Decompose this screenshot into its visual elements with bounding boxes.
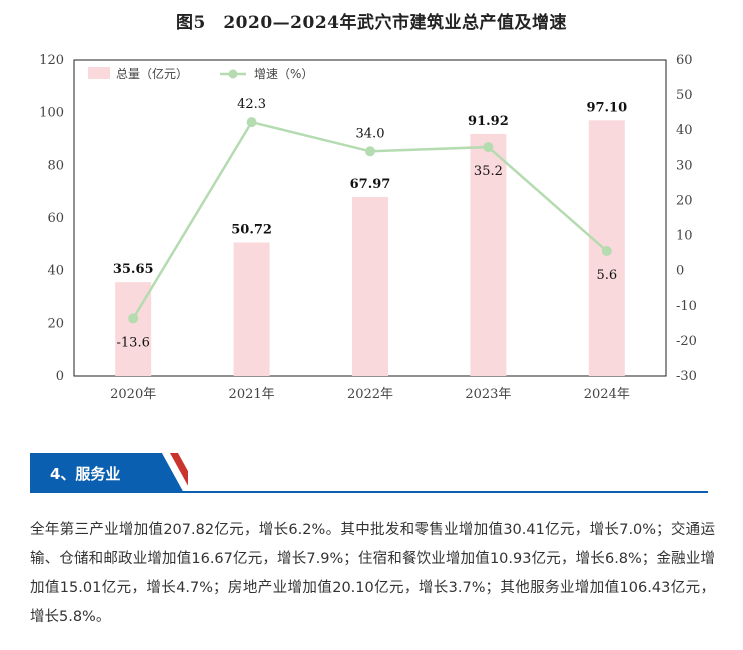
line-value-label: -13.6: [117, 335, 150, 350]
y-left-tick-label: 0: [56, 369, 64, 384]
legend-label: 增速（%）: [254, 67, 313, 81]
bar: [233, 242, 270, 376]
y-left-tick-label: 80: [47, 158, 64, 173]
line-value-label: 34.0: [356, 126, 385, 141]
y-right-tick-label: 20: [676, 193, 693, 208]
y-left-tick-label: 40: [47, 264, 64, 279]
line-value-label: 35.2: [474, 164, 503, 179]
y-left-tick-label: 100: [39, 106, 64, 121]
x-tick-label: 2021年: [229, 387, 275, 402]
chart-title: 图5 2020—2024年武穴市建筑业总产值及增速: [176, 13, 567, 33]
line-point: [483, 142, 494, 153]
y-right-tick-label: 30: [676, 158, 693, 173]
x-tick-label: 2020年: [110, 387, 156, 402]
legend-swatch-marker: [228, 69, 238, 79]
bar-value-label: 35.65: [113, 262, 154, 277]
line-point: [246, 117, 257, 128]
line-value-label: 42.3: [237, 97, 266, 112]
bar-value-label: 67.97: [350, 177, 391, 192]
line-point: [128, 313, 139, 324]
line-point: [601, 246, 612, 257]
section-header: 4、服务业: [30, 453, 708, 493]
legend-swatch-bar: [88, 67, 110, 79]
y-left-tick-label: 120: [39, 53, 64, 68]
bar: [352, 197, 388, 376]
y-right-tick-label: -10: [676, 299, 697, 314]
bar-value-label: 97.10: [586, 100, 627, 115]
legend-label: 总量（亿元）: [116, 66, 188, 81]
y-right-tick-label: -20: [676, 334, 697, 349]
line-value-label: 5.6: [596, 268, 617, 283]
y-right-tick-label: -30: [676, 369, 697, 384]
bar: [470, 133, 507, 376]
y-right-tick-label: 0: [676, 264, 684, 279]
section-slant-decoration: [148, 453, 188, 493]
section-badge: 4、服务业: [30, 453, 160, 493]
y-right-tick-label: 40: [676, 123, 693, 138]
y-right-tick-label: 10: [676, 229, 693, 244]
x-tick-label: 2022年: [347, 387, 393, 402]
bar-value-label: 50.72: [231, 222, 272, 237]
body-paragraph: 全年第三产业增加值207.82亿元，增长6.2%。其中批发和零售业增加值30.4…: [30, 522, 715, 625]
section-divider: [30, 491, 708, 493]
y-right-tick-label: 60: [676, 53, 693, 68]
section-title: 4、服务业: [50, 465, 121, 483]
bar-value-label: 91.92: [468, 114, 509, 129]
y-left-tick-label: 20: [47, 316, 64, 331]
line-point: [365, 146, 375, 157]
y-right-tick-label: 50: [676, 88, 693, 103]
y-left-tick-label: 60: [47, 211, 64, 226]
chart: 0 20 40 60 80 100 120 -30 -20 -10 0 10 20 30 40 50 60 202…: [39, 53, 697, 402]
x-tick-label: 2024年: [584, 387, 630, 402]
x-tick-label: 2023年: [465, 387, 511, 402]
